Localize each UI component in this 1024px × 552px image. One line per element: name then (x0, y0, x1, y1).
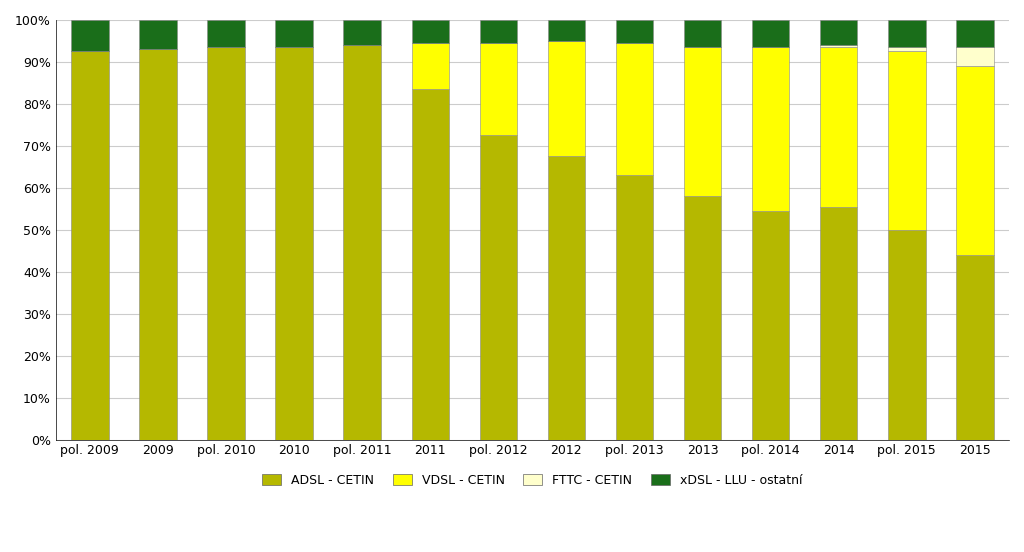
Bar (548, 41, 585, 156)
Bar (479, 135, 517, 439)
Bar (956, 255, 993, 439)
Bar (888, 51, 926, 230)
Bar (615, 43, 653, 175)
Bar (752, 211, 790, 439)
Bar (615, 175, 653, 439)
Bar (479, 20, 517, 43)
Bar (888, 20, 926, 47)
Bar (275, 20, 312, 47)
Bar (412, 43, 449, 89)
Bar (684, 196, 721, 439)
Bar (684, 20, 721, 47)
Bar (820, 45, 857, 47)
Bar (139, 20, 176, 49)
Bar (412, 89, 449, 439)
Bar (71, 20, 109, 51)
Bar (820, 20, 857, 45)
Bar (956, 47, 993, 66)
Bar (956, 20, 993, 47)
Bar (275, 47, 312, 439)
Bar (71, 51, 109, 439)
Bar (139, 49, 176, 439)
Bar (548, 20, 585, 41)
Bar (412, 20, 449, 43)
Bar (207, 47, 245, 439)
Bar (888, 47, 926, 51)
Bar (820, 47, 857, 206)
Bar (615, 20, 653, 43)
Bar (343, 45, 381, 439)
Bar (956, 66, 993, 255)
Bar (343, 20, 381, 45)
Bar (548, 156, 585, 439)
Legend: ADSL - CETIN, VDSL - CETIN, FTTC - CETIN, xDSL - LLU - ostatní: ADSL - CETIN, VDSL - CETIN, FTTC - CETIN… (257, 469, 807, 492)
Bar (752, 20, 790, 47)
Bar (207, 20, 245, 47)
Bar (684, 47, 721, 196)
Bar (752, 47, 790, 211)
Bar (479, 43, 517, 135)
Bar (820, 206, 857, 439)
Bar (888, 230, 926, 439)
